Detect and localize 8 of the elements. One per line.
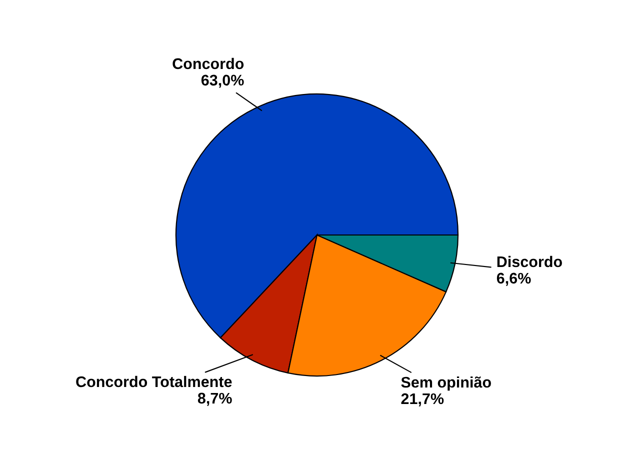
slice-label: Discordo bbox=[497, 256, 562, 268]
data-label: 8,7% bbox=[198, 392, 232, 406]
slice-label: Sem opinião bbox=[401, 376, 491, 391]
slice-label: Concordo Totalmente bbox=[76, 376, 232, 388]
data-label: 21,7% bbox=[401, 393, 444, 406]
data-label: 63,0% bbox=[201, 74, 244, 88]
slice-label: Concordo bbox=[172, 58, 244, 70]
data-label: 6,6% bbox=[496, 272, 531, 286]
